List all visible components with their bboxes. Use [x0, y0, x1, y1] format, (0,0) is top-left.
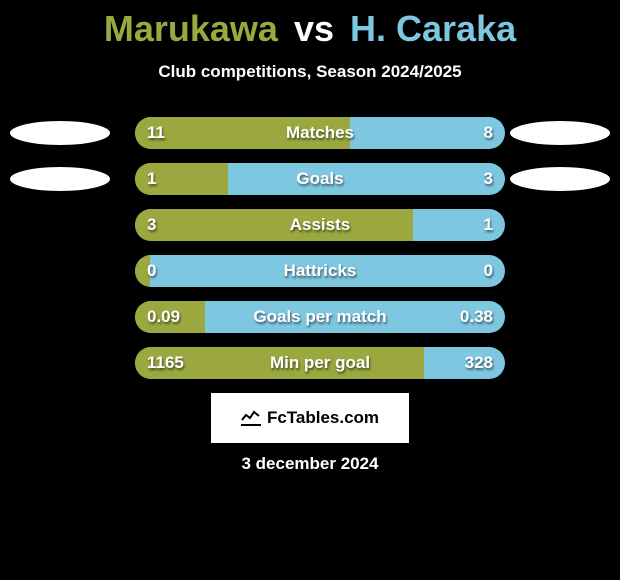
chart-icon: [241, 410, 261, 426]
stat-bar: 1165328Min per goal: [135, 347, 505, 379]
source-badge[interactable]: FcTables.com: [210, 392, 410, 444]
stat-bar: 0.090.38Goals per match: [135, 301, 505, 333]
stat-bar: 118Matches: [135, 117, 505, 149]
stat-bar: 00Hattricks: [135, 255, 505, 287]
stat-row: 118Matches: [10, 110, 610, 156]
stat-bar: 13Goals: [135, 163, 505, 195]
player2-marker: [510, 167, 610, 191]
date-text: 3 december 2024: [0, 454, 620, 474]
player1-name: Marukawa: [104, 8, 278, 49]
vs-text: vs: [294, 8, 334, 49]
stat-bar: 31Assists: [135, 209, 505, 241]
stat-label: Matches: [135, 117, 505, 149]
stat-label: Min per goal: [135, 347, 505, 379]
chart-area: 118Matches 13Goals 31Assists 00Hattricks 0.0…: [0, 110, 620, 386]
source-badge-text: FcTables.com: [267, 408, 379, 428]
player1-marker: [10, 167, 110, 191]
stat-row: 31Assists: [10, 202, 610, 248]
stat-row: 13Goals: [10, 156, 610, 202]
stat-row: 0.090.38Goals per match: [10, 294, 610, 340]
infographic-root: Marukawa vs H. Caraka Club competitions,…: [0, 0, 620, 386]
stat-row: 00Hattricks: [10, 248, 610, 294]
player2-marker: [510, 121, 610, 145]
stat-label: Goals: [135, 163, 505, 195]
subtitle: Club competitions, Season 2024/2025: [0, 62, 620, 82]
stat-row: 1165328Min per goal: [10, 340, 610, 386]
stat-label: Assists: [135, 209, 505, 241]
player1-marker: [10, 121, 110, 145]
stat-label: Goals per match: [135, 301, 505, 333]
stat-label: Hattricks: [135, 255, 505, 287]
player2-name: H. Caraka: [350, 8, 516, 49]
comparison-title: Marukawa vs H. Caraka: [0, 8, 620, 50]
